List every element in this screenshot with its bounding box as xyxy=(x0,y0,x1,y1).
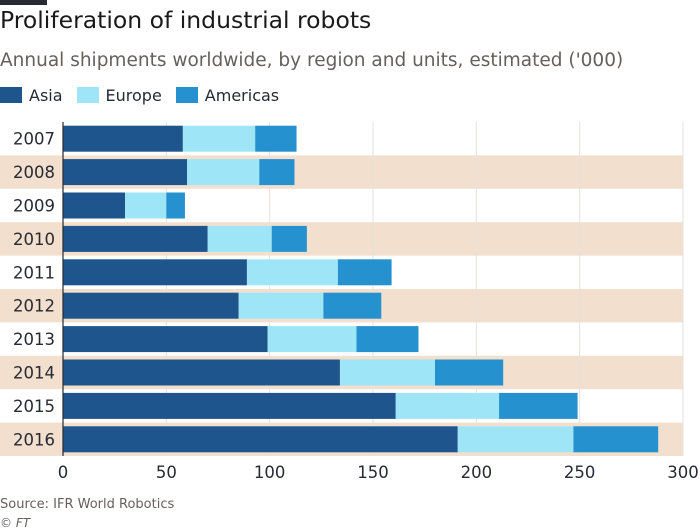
source-note: Source: IFR World Robotics xyxy=(0,497,175,512)
bar-europe-2014 xyxy=(339,359,435,386)
bar-americas-2008 xyxy=(259,159,295,186)
bar-asia-2015 xyxy=(63,392,396,419)
bar-americas-2012 xyxy=(323,292,382,319)
y-tick-label-2016: 2016 xyxy=(13,430,55,449)
bar-europe-2012 xyxy=(238,292,324,319)
y-tick-label-2008: 2008 xyxy=(13,163,55,182)
y-tick-label-2009: 2009 xyxy=(13,197,55,216)
ft-top-bar xyxy=(0,0,47,5)
y-tick-label-2013: 2013 xyxy=(13,330,55,349)
bar-asia-2013 xyxy=(63,326,268,353)
chart-title: Proliferation of industrial robots xyxy=(0,6,372,34)
bar-asia-2007 xyxy=(63,125,183,152)
bar-europe-2010 xyxy=(207,225,272,252)
bar-europe-2013 xyxy=(267,326,357,353)
bar-americas-2007 xyxy=(255,125,297,152)
bar-asia-2014 xyxy=(63,359,340,386)
bar-europe-2011 xyxy=(246,259,338,286)
y-tick-label-2015: 2015 xyxy=(13,397,55,416)
bar-asia-2012 xyxy=(63,292,239,319)
legend-item-europe: Europe xyxy=(76,85,162,105)
bar-europe-2007 xyxy=(182,125,256,152)
bar-americas-2009 xyxy=(166,192,185,219)
x-tick-label-250: 250 xyxy=(564,463,596,482)
bar-asia-2008 xyxy=(63,159,187,186)
chart-subtitle: Annual shipments worldwide, by region an… xyxy=(0,50,624,71)
bar-europe-2008 xyxy=(187,159,260,186)
x-tick-label-50: 50 xyxy=(156,463,177,482)
bar-americas-2011 xyxy=(337,259,392,286)
legend-swatch-europe xyxy=(76,87,99,103)
bar-americas-2014 xyxy=(435,359,504,386)
legend-label-americas: Americas xyxy=(204,85,280,105)
legend-swatch-americas xyxy=(175,87,198,103)
x-tick-label-0: 0 xyxy=(58,463,69,482)
y-tick-label-2014: 2014 xyxy=(13,364,55,383)
bar-americas-2015 xyxy=(499,392,578,419)
copyright-note: © FT xyxy=(0,516,31,530)
y-tick-label-2011: 2011 xyxy=(13,263,55,282)
bar-asia-2009 xyxy=(63,192,125,219)
bar-europe-2015 xyxy=(395,392,500,419)
legend-label-europe: Europe xyxy=(105,85,162,105)
legend-item-asia: Asia xyxy=(0,86,63,105)
bar-asia-2011 xyxy=(63,259,247,286)
y-tick-label-2010: 2010 xyxy=(13,230,55,249)
bar-americas-2010 xyxy=(271,225,307,252)
y-tick-label-2007: 2007 xyxy=(13,130,55,149)
legend-swatch-asia xyxy=(0,87,22,103)
x-tick-label-100: 100 xyxy=(254,463,286,482)
bar-americas-2013 xyxy=(356,326,419,353)
legend: Asia Europe Americas xyxy=(0,84,293,106)
bar-americas-2016 xyxy=(573,426,659,453)
bar-europe-2016 xyxy=(457,426,574,453)
x-tick-label-300: 300 xyxy=(667,463,699,482)
bar-asia-2016 xyxy=(63,426,458,453)
legend-label-asia: Asia xyxy=(29,85,63,105)
y-tick-label-2012: 2012 xyxy=(13,297,55,316)
bar-asia-2010 xyxy=(63,225,208,252)
x-tick-label-200: 200 xyxy=(461,463,493,482)
x-tick-label-150: 150 xyxy=(357,463,389,482)
legend-item-americas: Americas xyxy=(175,85,280,105)
bar-europe-2009 xyxy=(125,192,167,219)
